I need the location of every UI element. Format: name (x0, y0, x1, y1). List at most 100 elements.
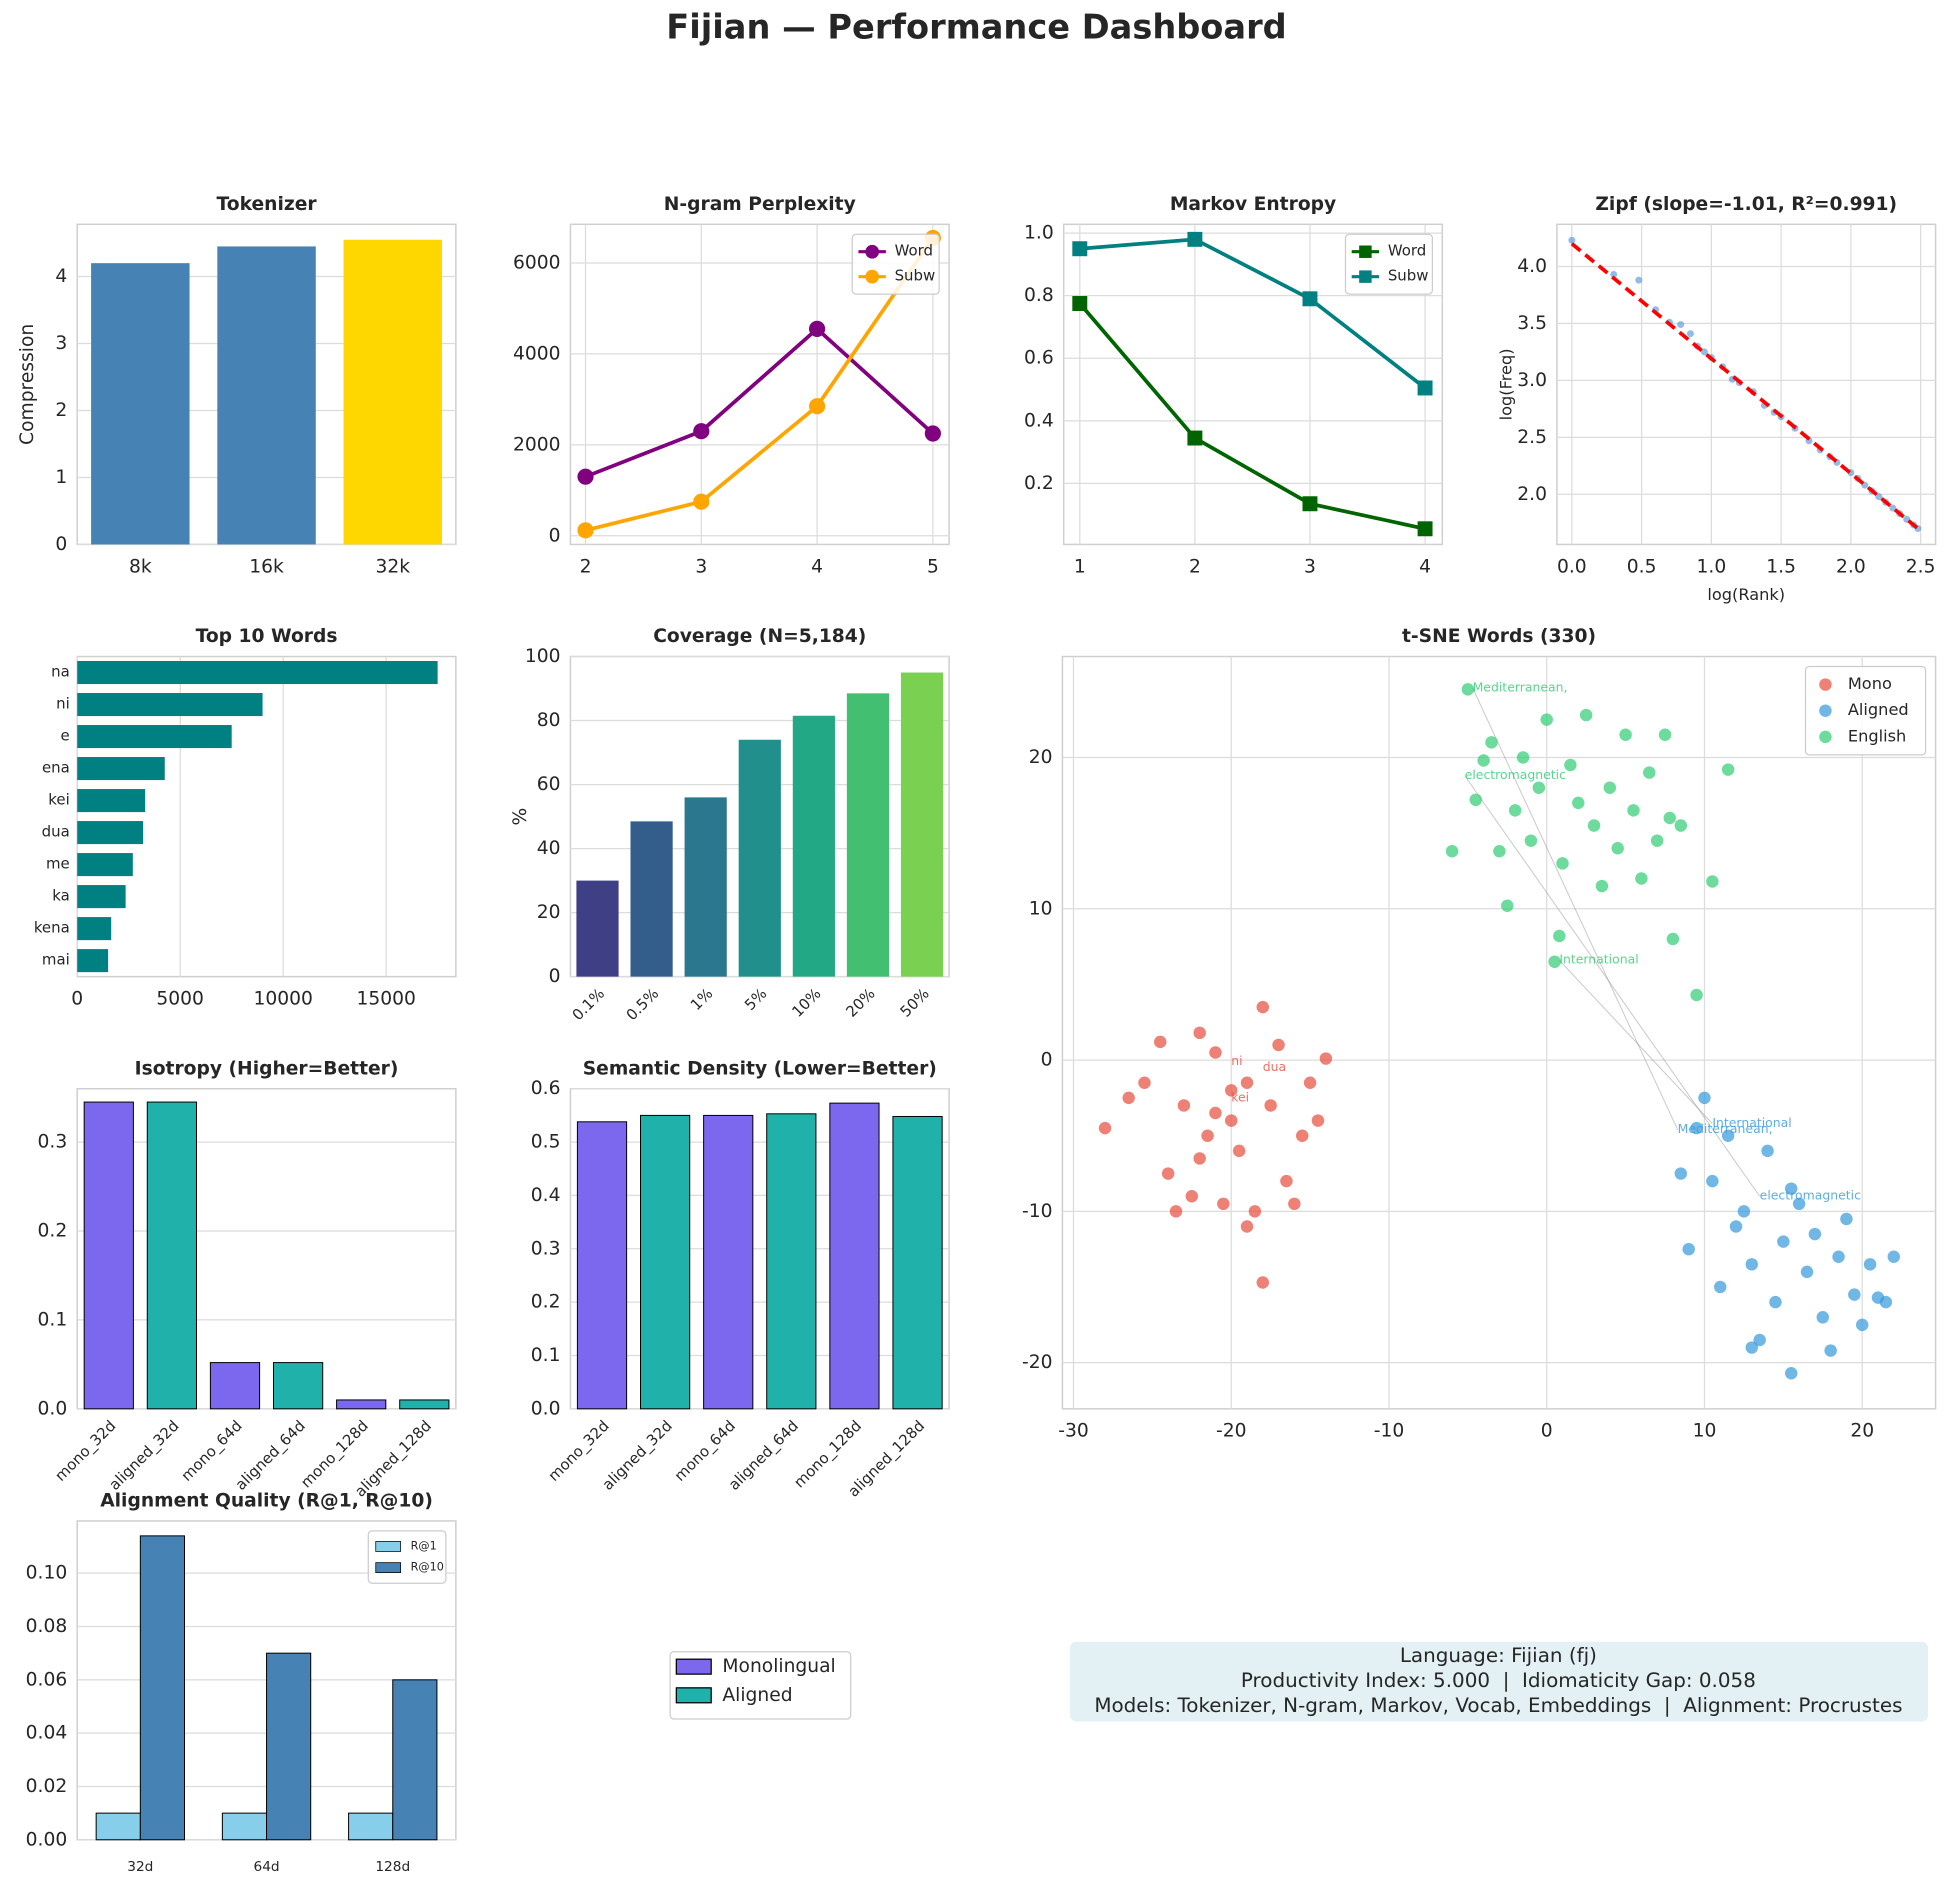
y-tick-label: kei (48, 791, 69, 809)
y-tick-label: 0.08 (26, 1616, 68, 1637)
bar (77, 661, 438, 685)
point (1889, 504, 1897, 512)
point (1217, 1197, 1230, 1211)
chart-title: Semantic Density (Lower=Better) (583, 1058, 937, 1079)
point (1209, 1046, 1222, 1059)
x-tick-label: -10 (1374, 1421, 1405, 1442)
bar (399, 1399, 450, 1410)
chart-title: Zipf (slope=-1.01, R²=0.991) (1595, 194, 1897, 215)
legend-marker (865, 244, 880, 259)
annotation: Mediterranean, (1473, 679, 1568, 694)
bar (900, 672, 944, 977)
bar (209, 1362, 261, 1410)
annotation: electromagnetic (1465, 767, 1566, 782)
marker (1072, 241, 1088, 257)
bar (392, 1679, 438, 1841)
y-tick-label: -20 (1022, 1352, 1053, 1373)
point (1461, 683, 1475, 696)
point (1193, 1026, 1206, 1040)
marker (808, 320, 826, 338)
point (1698, 1091, 1711, 1105)
bar (576, 880, 619, 977)
marker (1072, 296, 1088, 311)
chart-title: Coverage (N=5,184) (653, 626, 866, 647)
legend-swatch (675, 1658, 712, 1675)
x-tick-label: 0 (71, 989, 83, 1010)
point (1540, 713, 1553, 726)
legend-label: Mono (1848, 674, 1892, 693)
plot-area (1061, 655, 1937, 1410)
x-tick-label: 2.0 (1836, 556, 1866, 577)
point (1682, 1242, 1695, 1256)
annotation: kei (1231, 1089, 1249, 1104)
x-tick-label: 32k (375, 556, 410, 577)
bar (77, 853, 133, 877)
bar (703, 1114, 754, 1410)
y-tick-label: 0.8 (1024, 285, 1054, 306)
point (1887, 1250, 1900, 1263)
point (1154, 1035, 1167, 1049)
point (1729, 1220, 1743, 1233)
line (585, 236, 935, 533)
marker (808, 398, 826, 415)
point (1508, 804, 1522, 817)
marker (1417, 380, 1433, 396)
marker (1417, 521, 1433, 537)
point (1098, 1121, 1112, 1135)
point (1650, 834, 1664, 847)
y-tick-label: 2.0 (1517, 484, 1547, 505)
y-tick-label: 6000 (513, 252, 561, 273)
y-tick-label: 3 (55, 333, 67, 354)
bar (630, 821, 673, 977)
point (1745, 1258, 1759, 1271)
point (1824, 1344, 1837, 1357)
bar (146, 1101, 197, 1410)
x-tick-label: -20 (1216, 1421, 1247, 1442)
x-tick-label: -30 (1058, 1421, 1088, 1442)
x-tick-label: 2.5 (1906, 556, 1936, 577)
point (1493, 845, 1506, 858)
chart-title: N-gram Perplexity (664, 194, 856, 215)
chart-title: Markov Entropy (1170, 194, 1336, 215)
x-tick-label: 0 (1541, 1421, 1553, 1442)
point (1280, 1174, 1293, 1188)
x-tick-label: 2 (1189, 556, 1201, 577)
x-tick-label: 64d (253, 1859, 279, 1875)
y-tick-label: 40 (537, 838, 561, 859)
info-text: Models: Tokenizer, N-gram, Markov, Vocab… (1094, 1694, 1902, 1717)
x-tick-label: 10000 (253, 989, 312, 1010)
point (1761, 1144, 1774, 1158)
dashboard-title: Fijian — Performance Dashboard (666, 7, 1286, 46)
y-tick-label: 2000 (513, 434, 561, 455)
x-tick-label: 0.0 (1557, 556, 1587, 577)
bar (738, 739, 781, 977)
legend-label: R@10 (411, 1561, 444, 1574)
bar (91, 263, 190, 545)
y-tick-label: 0.2 (38, 1220, 68, 1241)
y-tick-label: mai (42, 951, 70, 969)
point (1295, 1129, 1309, 1142)
y-tick-label: 60 (537, 774, 561, 795)
marker (1302, 291, 1318, 307)
point (1706, 1174, 1719, 1188)
legend-label: Subw (1388, 267, 1429, 285)
y-tick-label: 2.5 (1517, 427, 1547, 448)
y-tick-label: kena (34, 919, 70, 937)
point (1595, 879, 1609, 893)
bar (77, 693, 263, 717)
point (1690, 1121, 1703, 1135)
y-tick-label: 0.10 (26, 1563, 68, 1584)
point (1690, 988, 1703, 1002)
y-tick-label: 0.04 (26, 1723, 68, 1744)
y-tick-label: 0.0 (531, 1398, 561, 1419)
point (1721, 763, 1735, 776)
x-tick-label: 15000 (356, 989, 415, 1010)
chart-title: Top 10 Words (196, 626, 338, 647)
bar (95, 1812, 141, 1841)
point (1863, 1258, 1877, 1271)
bar (792, 715, 835, 977)
line (1079, 237, 1427, 390)
point (1516, 751, 1530, 764)
y-tick-label: 0 (549, 966, 561, 987)
